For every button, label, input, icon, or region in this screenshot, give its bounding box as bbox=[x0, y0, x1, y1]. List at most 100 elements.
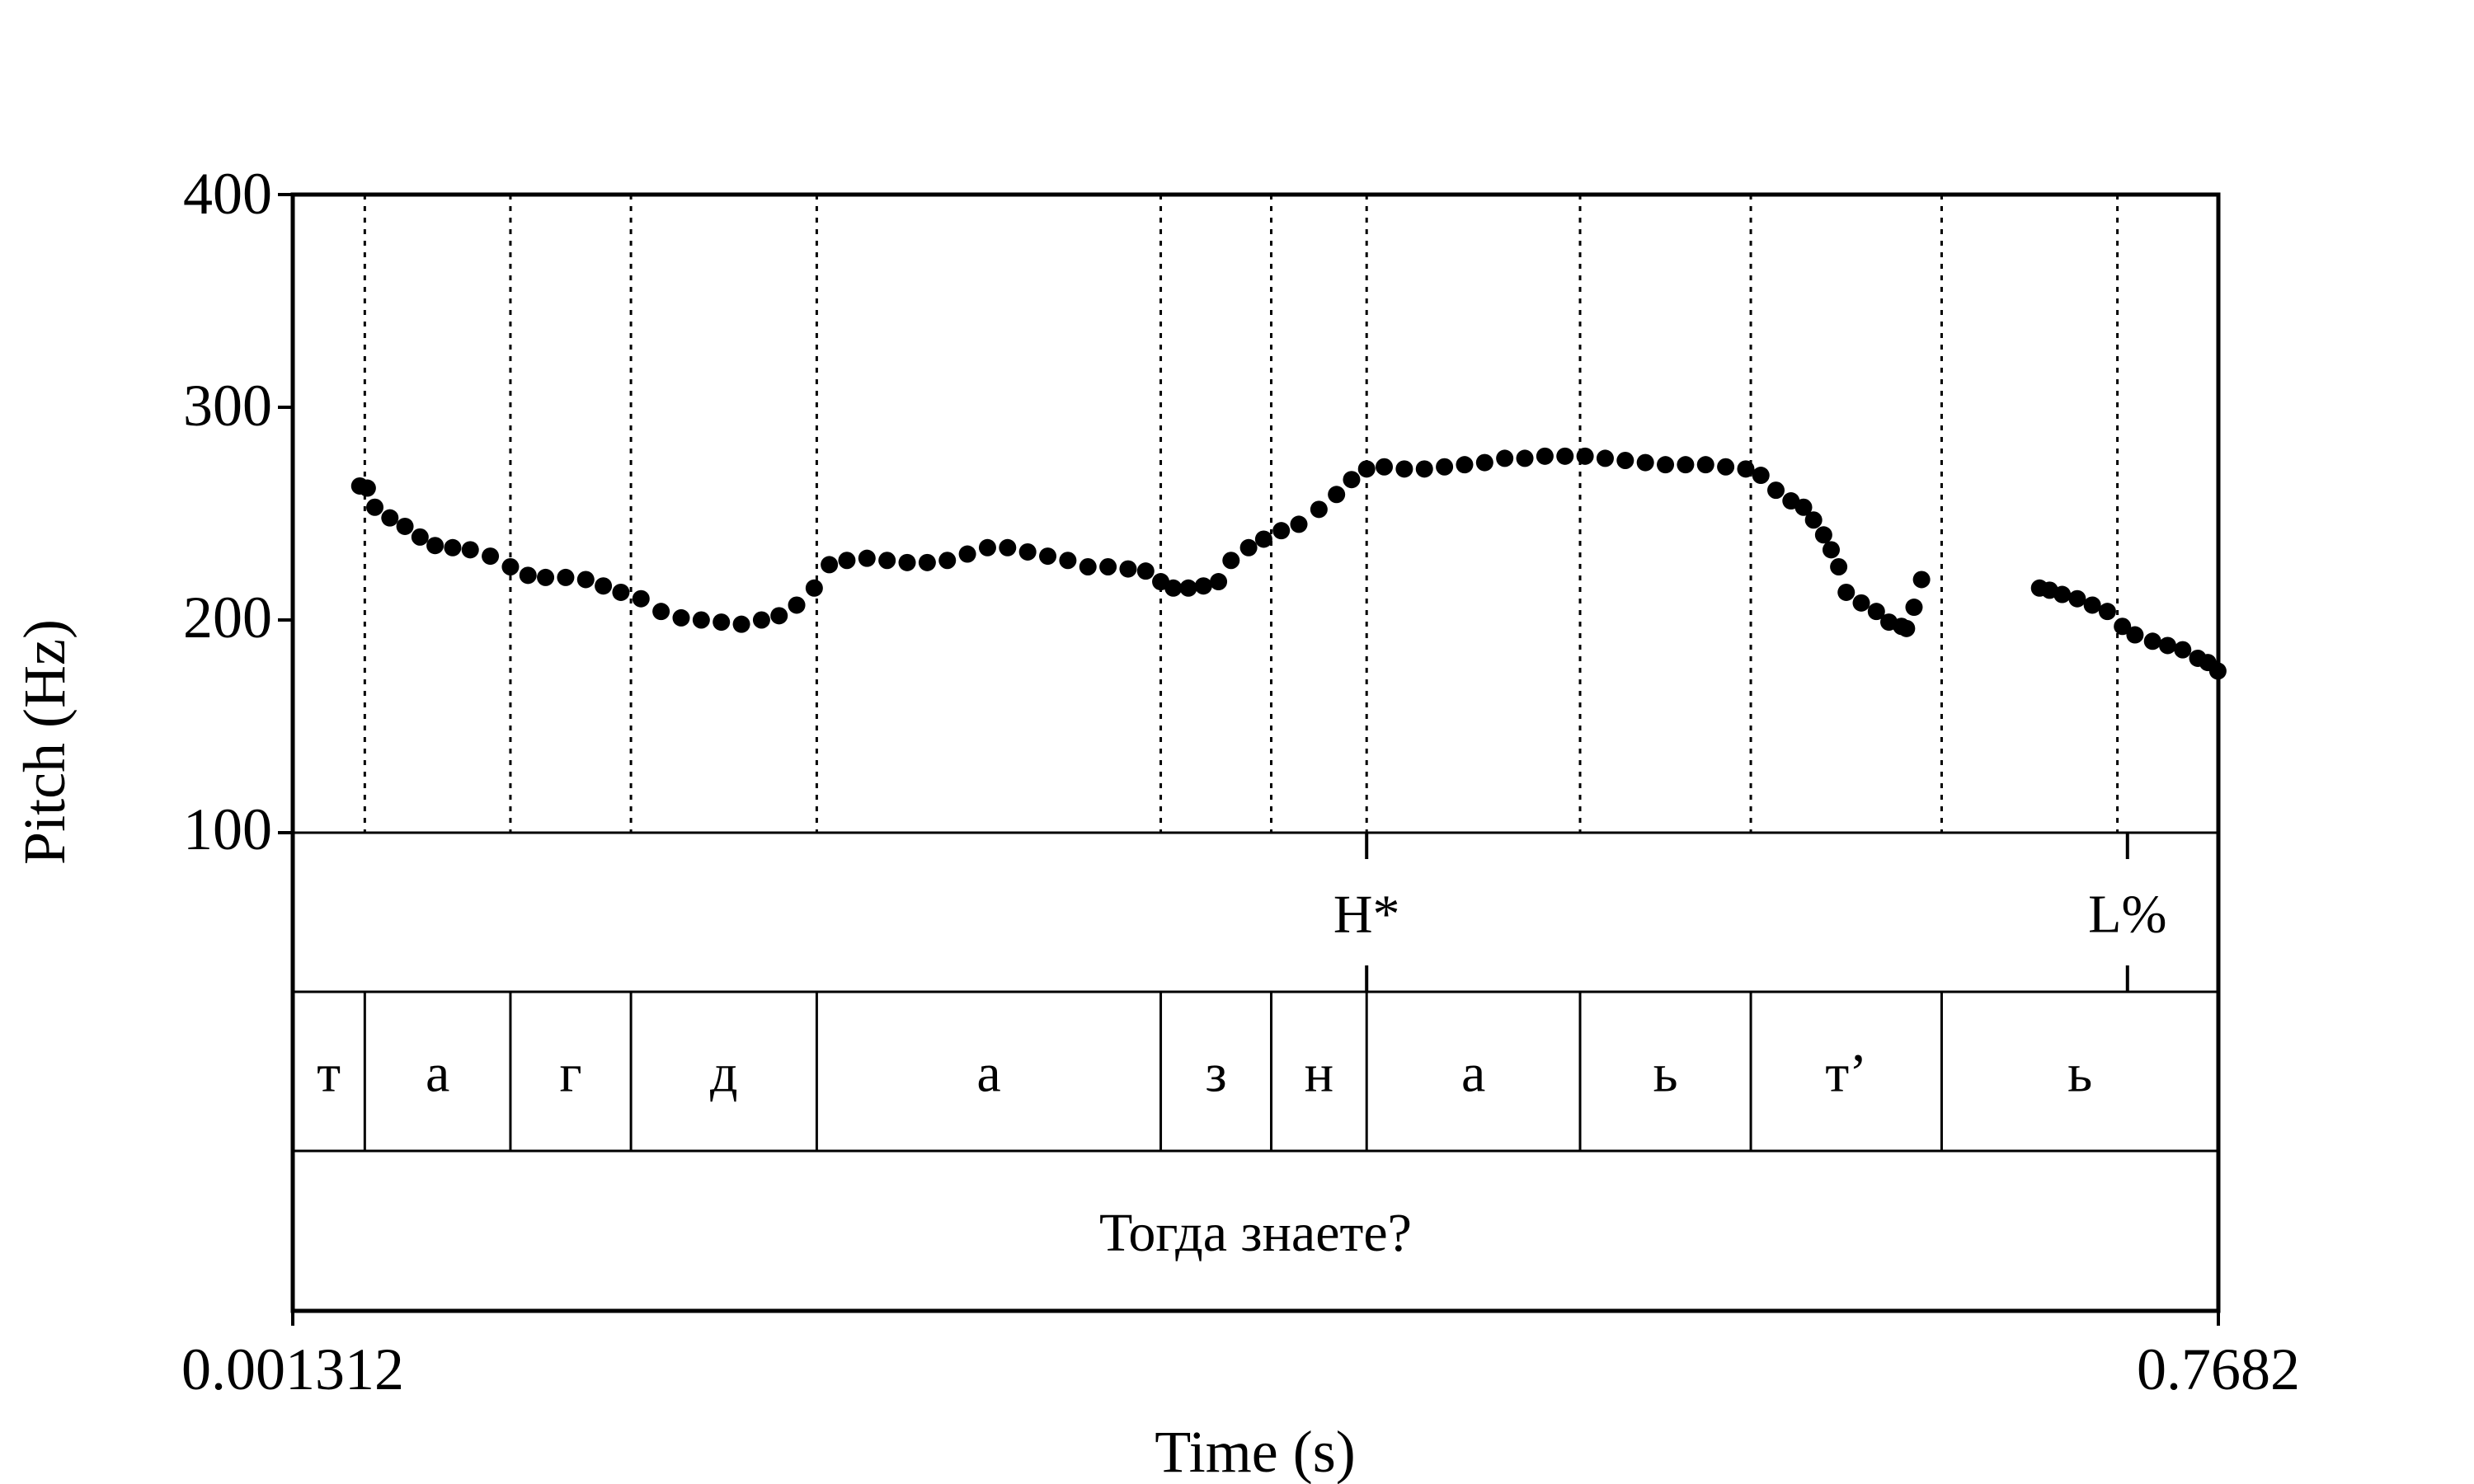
pitch-point bbox=[918, 553, 936, 571]
pitch-point bbox=[1272, 522, 1291, 540]
pitch-point bbox=[1475, 453, 1493, 472]
pitch-point bbox=[576, 571, 595, 589]
x-tick-label-start: 0.001312 bbox=[181, 1336, 404, 1402]
pitch-point bbox=[1436, 458, 1454, 476]
pitch-point bbox=[752, 611, 770, 629]
tone-label: L% bbox=[2088, 885, 2166, 945]
pitch-point bbox=[1376, 458, 1394, 476]
pitch-point bbox=[1794, 498, 1813, 516]
pitch-point bbox=[898, 553, 916, 571]
pitch-point bbox=[537, 568, 555, 586]
segment-label: а bbox=[1461, 1044, 1485, 1104]
pitch-point bbox=[2114, 618, 2132, 636]
pitch-point bbox=[1343, 471, 1361, 489]
pitch-point bbox=[1752, 467, 1770, 485]
y-tick-label-400: 400 bbox=[183, 161, 272, 227]
x-tick-label-end: 0.7682 bbox=[2137, 1336, 2300, 1402]
pitch-point bbox=[1717, 458, 1735, 476]
pitch-point bbox=[1079, 558, 1097, 575]
segment-boundary-lines bbox=[363, 195, 2119, 833]
segment-label: а bbox=[976, 1044, 1000, 1104]
pitch-point bbox=[2053, 585, 2072, 603]
pitch-point bbox=[358, 479, 376, 497]
pitch-point bbox=[805, 579, 823, 597]
pitch-point bbox=[1395, 460, 1413, 478]
pitch-point bbox=[1328, 486, 1346, 504]
pitch-point bbox=[632, 589, 650, 608]
pitch-point bbox=[557, 568, 575, 586]
pitch-point bbox=[692, 611, 710, 629]
segment-label: т’ bbox=[1825, 1044, 1867, 1104]
pitch-point bbox=[1164, 579, 1183, 597]
pitch-point bbox=[672, 608, 690, 627]
pitch-point bbox=[1099, 558, 1117, 575]
pitch-point bbox=[519, 566, 537, 585]
pitch-point bbox=[1415, 460, 1433, 478]
pitch-point bbox=[1239, 538, 1258, 556]
pitch-point bbox=[366, 498, 384, 516]
pitch-point bbox=[652, 603, 670, 621]
pitch-point bbox=[501, 558, 520, 575]
segment-label: ь bbox=[1653, 1044, 1677, 1104]
sentence-label: Тогда знаете? bbox=[1099, 1203, 1412, 1263]
pitch-point bbox=[713, 613, 731, 632]
pitch-point bbox=[2098, 603, 2116, 621]
pitch-point bbox=[1737, 460, 1755, 478]
pitch-point bbox=[1822, 541, 1840, 559]
pitch-point bbox=[1696, 456, 1714, 474]
pitch-point bbox=[2083, 596, 2101, 614]
pitch-point bbox=[999, 538, 1017, 556]
pitch-point bbox=[1290, 515, 1308, 533]
pitch-point bbox=[838, 552, 856, 570]
pitch-point bbox=[1039, 547, 1057, 566]
segment-label: г bbox=[559, 1044, 581, 1104]
segment-label: а bbox=[426, 1044, 449, 1104]
pitch-point bbox=[1804, 511, 1823, 529]
pitch-contour bbox=[350, 447, 2227, 680]
pitch-point bbox=[2126, 626, 2144, 644]
pitch-point bbox=[1677, 456, 1695, 474]
y-tick-label-200: 200 bbox=[183, 585, 272, 650]
pitch-point bbox=[938, 552, 957, 570]
pitch-point bbox=[1767, 481, 1785, 500]
pitch-point bbox=[2158, 636, 2176, 655]
pitch-point bbox=[1912, 571, 1931, 589]
pitch-point bbox=[978, 538, 996, 556]
pitch-point bbox=[1210, 573, 1228, 591]
pitch-point bbox=[1357, 460, 1376, 478]
pitch-point bbox=[396, 517, 414, 535]
segment-label: н bbox=[1305, 1044, 1333, 1104]
pitch-point bbox=[2068, 589, 2086, 608]
pitch-point bbox=[1496, 449, 1514, 467]
pitch-point bbox=[1814, 526, 1832, 544]
pitch-point bbox=[1456, 456, 1474, 474]
pitch-point bbox=[1556, 447, 1574, 465]
pitch-point bbox=[381, 509, 399, 527]
pitch-point bbox=[2174, 641, 2192, 659]
segment-label: ь bbox=[2067, 1044, 2092, 1104]
pitch-point bbox=[1254, 530, 1272, 548]
pitch-point bbox=[1616, 452, 1634, 469]
pitch-point bbox=[1837, 583, 1856, 601]
pitch-point bbox=[1119, 560, 1137, 578]
pitch-point bbox=[1657, 456, 1675, 474]
y-axis-title: Pitch (Hz) bbox=[12, 619, 78, 865]
segment-label: д bbox=[710, 1044, 738, 1104]
pitch-point bbox=[770, 607, 788, 625]
pitch-point bbox=[1905, 599, 1923, 617]
pitch-point bbox=[1536, 447, 1554, 465]
plot-border bbox=[290, 192, 2221, 1313]
pitch-point bbox=[858, 549, 876, 567]
pitch-point bbox=[1636, 453, 1654, 472]
pitch-point bbox=[732, 615, 750, 633]
x-axis-title: Time (s) bbox=[1155, 1419, 1355, 1484]
pitch-point bbox=[612, 583, 630, 601]
y-tick-label-100: 100 bbox=[183, 796, 272, 862]
pitch-point bbox=[461, 541, 479, 559]
plot-frame bbox=[290, 192, 2221, 1313]
y-tick-label-300: 300 bbox=[183, 373, 272, 439]
pitch-point bbox=[1310, 500, 1328, 519]
segment-label: з bbox=[1205, 1044, 1226, 1104]
pitch-point bbox=[426, 537, 444, 555]
